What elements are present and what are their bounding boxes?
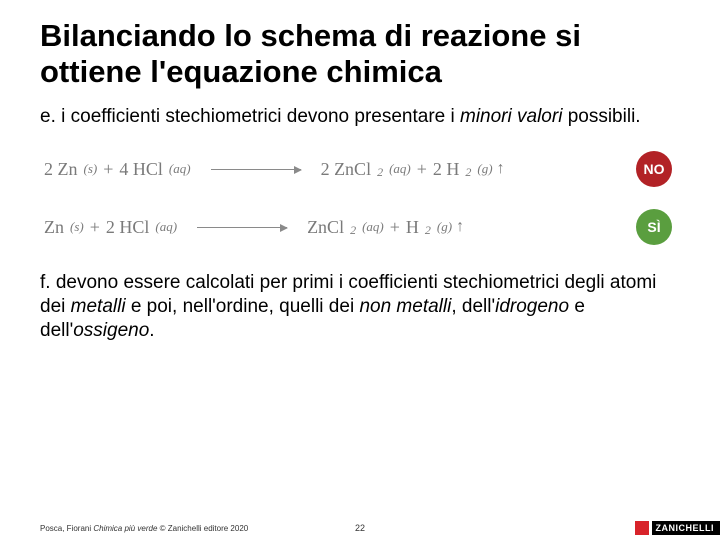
point-e-italic: minori valori xyxy=(460,106,562,127)
point-e: e. i coefficienti stechiometrici devono … xyxy=(40,105,680,129)
equations-block: 2 Zn(s) + 4 HCl(aq) 2 ZnCl2(aq) + 2 H2(g… xyxy=(40,151,680,245)
eq2-rhs-b-sub: 2 xyxy=(425,223,431,238)
logo-text: ZANICHELLI xyxy=(652,521,720,535)
slide: Bilanciando lo schema di reazione si ott… xyxy=(0,0,720,540)
pf-t2: e poi, nell'ordine, quelli dei xyxy=(126,296,360,317)
pf-i3: idrogeno xyxy=(495,296,569,317)
slide-footer: Posca, Fiorani Chimica più verde © Zanic… xyxy=(0,516,720,540)
point-e-text2: possibili. xyxy=(562,106,640,127)
eq1-plus2: + xyxy=(417,159,427,180)
arrow-icon xyxy=(211,169,301,170)
publisher-logo: ZANICHELLI xyxy=(635,519,720,537)
equation-2: Zn(s) + 2 HCl(aq) ZnCl2(aq) + H2(g)↑ xyxy=(44,217,464,238)
point-f-letter: f. xyxy=(40,272,51,293)
eq2-rhs-a-sub: 2 xyxy=(350,223,356,238)
eq2-rhs-a-state: (aq) xyxy=(362,219,384,235)
up-arrow-icon: ↑ xyxy=(456,218,464,236)
point-e-text1: i coefficienti stechiometrici devono pre… xyxy=(56,106,460,127)
footer-source: Posca, Fiorani Chimica più verde © Zanic… xyxy=(0,524,635,533)
eq2-rhs-b-state: (g) xyxy=(437,219,452,235)
arrow-icon xyxy=(197,227,287,228)
eq1-lhs-a: 2 Zn xyxy=(44,159,78,180)
eq1-lhs-b: 4 HCl xyxy=(119,159,163,180)
logo-bar: ZANICHELLI xyxy=(635,521,720,535)
pf-t5: . xyxy=(149,320,154,341)
point-e-letter: e. xyxy=(40,106,56,127)
equation-row-2: Zn(s) + 2 HCl(aq) ZnCl2(aq) + H2(g)↑ SÌ xyxy=(40,209,680,245)
eq1-rhs-b-state: (g) xyxy=(477,161,492,177)
eq2-lhs-a-state: (s) xyxy=(70,219,84,235)
eq1-rhs-b-sub: 2 xyxy=(465,165,471,180)
pf-i1: metalli xyxy=(71,296,126,317)
eq1-rhs-a: 2 ZnCl xyxy=(321,159,372,180)
equation-row-1: 2 Zn (s) + 4 HCl (aq) 2 ZnCl 2 (aq) + 2 H 2 (g… xyxy=(40,151,680,187)
eq1-rhs-b: 2 H xyxy=(433,159,460,180)
eq2-rhs-b: H xyxy=(406,217,419,238)
eq2-plus2: + xyxy=(390,217,400,238)
up-arrow-icon: ↑ xyxy=(497,160,505,178)
eq1-lhs-b-state: (aq) xyxy=(169,161,191,177)
logo-red-square-icon xyxy=(635,521,649,535)
eq2-plus1: + xyxy=(90,217,100,238)
footer-copyright: © Zanichelli editore 2020 xyxy=(157,524,248,533)
footer-book: Chimica più verde xyxy=(93,524,157,533)
footer-author: Posca, Fiorani xyxy=(40,524,93,533)
point-f: f. devono essere calcolati per primi i c… xyxy=(40,271,680,342)
eq2-lhs-a: Zn xyxy=(44,217,64,238)
eq2-lhs-b: 2 HCl xyxy=(106,217,150,238)
footer-page-number: 22 xyxy=(355,523,365,533)
pf-t3: , dell' xyxy=(451,296,495,317)
eq1-lhs-a-state: (s) xyxy=(84,161,98,177)
eq1-plus1: + xyxy=(103,159,113,180)
eq1-rhs-a-sub: 2 xyxy=(377,165,383,180)
eq2-lhs-b-state: (aq) xyxy=(155,219,177,235)
eq2-rhs-a: ZnCl xyxy=(307,217,344,238)
pf-i2: non metalli xyxy=(359,296,451,317)
badge-si: SÌ xyxy=(636,209,672,245)
slide-title: Bilanciando lo schema di reazione si ott… xyxy=(40,18,680,89)
eq1-rhs-a-state: (aq) xyxy=(389,161,411,177)
badge-no: NO xyxy=(636,151,672,187)
equation-1: 2 Zn (s) + 4 HCl (aq) 2 ZnCl 2 (aq) + 2 H 2 (g… xyxy=(44,159,505,180)
pf-i4: ossigeno xyxy=(73,320,149,341)
